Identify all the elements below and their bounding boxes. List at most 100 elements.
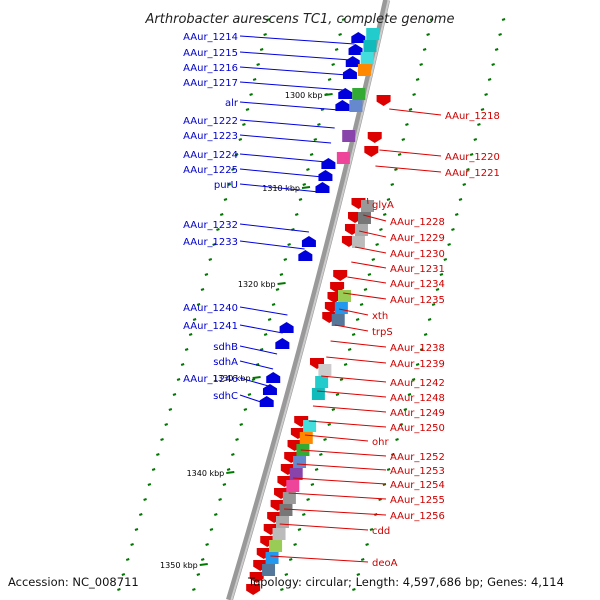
ring-tick (405, 123, 409, 126)
ring-tick (466, 168, 470, 171)
ring-tick (227, 183, 232, 186)
ring-tick (339, 378, 344, 381)
ring-tick (343, 363, 348, 366)
ring-tick (180, 363, 185, 366)
right-gene-label: AAur_1252 (390, 452, 445, 463)
ring-tick (125, 558, 130, 561)
ring-tick (415, 78, 420, 81)
kbp-label: 1340 kbp (187, 469, 225, 478)
left-gene-label: sdhC (213, 391, 238, 402)
right-leader-line (359, 230, 387, 238)
ring-tick (213, 513, 218, 516)
right-gene-label: xth (372, 311, 388, 322)
cog-color-block (366, 28, 380, 40)
left-gene-label: AAur_1215 (183, 48, 238, 59)
forward-gene-arrow (246, 584, 261, 595)
ring-tick (419, 63, 423, 66)
ring-tick (263, 333, 268, 336)
ring-tick (423, 333, 428, 336)
ring-tick (121, 573, 126, 576)
ring-tick (390, 183, 395, 186)
ring-tick (331, 63, 335, 66)
ring-tick (275, 288, 280, 291)
ring-tick (501, 18, 506, 21)
ring-tick (117, 588, 121, 591)
right-leader-line (283, 508, 387, 516)
right-gene-label: deoA (372, 558, 398, 569)
ring-tick (212, 243, 216, 246)
ring-tick (208, 258, 213, 261)
ring-tick (397, 153, 402, 156)
ring-tick (379, 228, 383, 231)
cog-color-block (303, 420, 317, 432)
reverse-gene-arrow (348, 44, 363, 55)
feature-layer (246, 28, 391, 595)
ring-tick (371, 258, 376, 261)
left-gene-label: AAur_1233 (183, 237, 238, 248)
ring-tick (317, 123, 321, 126)
reverse-gene-arrow (345, 56, 360, 67)
ring-tick (352, 588, 356, 591)
right-gene-label: trpS (372, 327, 393, 338)
ring-tick (200, 288, 205, 291)
ring-tick (365, 543, 369, 546)
ring-tick (245, 108, 250, 111)
right-leader-line (375, 165, 442, 173)
left-leader-line (239, 183, 320, 193)
ring-tick (222, 483, 227, 486)
ring-tick (491, 63, 495, 66)
right-leader-line (317, 390, 387, 398)
ring-tick (454, 213, 459, 216)
reverse-gene-arrow (351, 32, 366, 43)
ring-tick (283, 258, 288, 261)
kbp-label: 1300 kbp (285, 91, 323, 100)
ring-tick (399, 423, 404, 426)
ring-tick (382, 213, 387, 216)
ring-tick (313, 138, 318, 141)
left-leader-line (239, 377, 269, 387)
ring-tick (480, 108, 485, 111)
right-gene-label: AAur_1256 (390, 511, 445, 522)
left-leader-line (239, 394, 264, 404)
cog-color-block (262, 564, 276, 576)
right-gene-label: ohr (372, 437, 389, 448)
ring-tick (216, 228, 220, 231)
ring-tick (327, 423, 332, 426)
forward-gene-arrow (333, 270, 348, 281)
ring-tick (386, 198, 391, 201)
ring-tick (251, 378, 256, 381)
ring-tick (168, 408, 173, 411)
ring-tick (219, 213, 224, 216)
right-gene-label: AAur_1220 (445, 152, 500, 163)
ring-tick (138, 513, 143, 516)
left-gene-label: AAur_1225 (183, 165, 238, 176)
right-gene-label: glyA (372, 200, 394, 211)
left-gene-label: AAur_1217 (183, 78, 238, 89)
ring-tick (334, 48, 339, 51)
right-leader-line (304, 434, 369, 442)
reverse-gene-arrow (266, 372, 281, 383)
kbp-label: 1350 kbp (160, 561, 198, 570)
cog-color-block (360, 52, 374, 64)
ring-tick (196, 303, 201, 306)
kbp-tick (324, 93, 333, 96)
ring-tick (160, 438, 164, 441)
forward-gene-arrow (327, 292, 342, 303)
ring-tick (176, 378, 181, 381)
ring-tick (287, 243, 291, 246)
cog-color-block (338, 290, 352, 302)
left-leader-line (239, 240, 305, 250)
ring-tick (143, 498, 147, 501)
ring-tick (355, 318, 360, 321)
ring-tick (439, 273, 444, 276)
reverse-gene-arrow (275, 338, 290, 349)
left-leader-line (239, 35, 355, 45)
left-gene-label: AAur_1246 (183, 374, 238, 385)
left-gene-label: AAur_1216 (183, 63, 238, 74)
left-leader-line (239, 134, 332, 144)
ring-tick (284, 573, 289, 576)
ring-tick (458, 198, 463, 201)
